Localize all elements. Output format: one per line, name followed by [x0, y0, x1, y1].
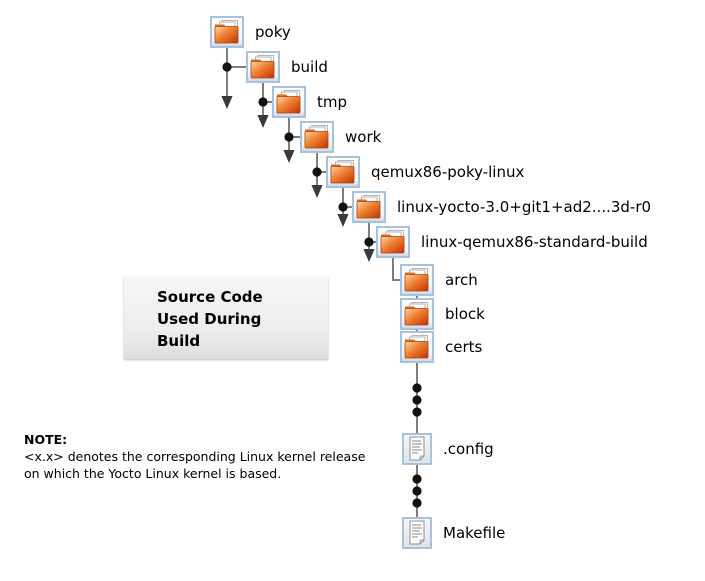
- callout-source-code: Source Code Used During Build: [124, 277, 328, 359]
- tree-node-label: work: [345, 128, 382, 146]
- branch-dot: [312, 167, 322, 177]
- tree-node-label: certs: [445, 338, 483, 356]
- note-body: <x.x> denotes the corresponding Linux ke…: [24, 449, 366, 481]
- down-arrow-icon: [363, 249, 375, 262]
- tree-node-label: linux-qemux86-standard-build: [421, 233, 648, 251]
- folder-icon: [326, 156, 360, 188]
- tree-node-certs: certs: [400, 331, 482, 363]
- folder-icon: [272, 86, 306, 118]
- branch-dot: [284, 132, 294, 142]
- tree-node-build: build: [246, 51, 328, 83]
- ellipsis-dot: [412, 498, 422, 508]
- tree-node-poky: poky: [210, 16, 291, 48]
- tree-node-label: Makefile: [443, 524, 506, 542]
- callout-line-1: Source Code: [157, 288, 263, 306]
- file-icon: [402, 517, 432, 549]
- ellipsis-dot: [412, 395, 422, 405]
- folder-icon: [400, 331, 434, 363]
- file-text-lines: [412, 440, 422, 454]
- tree-node-label: .config: [443, 440, 494, 458]
- tree-node-config: .config: [402, 433, 494, 465]
- folder-icon: [376, 226, 410, 258]
- tree-node-label: qemux86-poky-linux: [371, 163, 525, 181]
- folder-icon: [400, 298, 434, 330]
- tree-node-tmp: tmp: [272, 86, 347, 118]
- note-title: NOTE:: [24, 432, 68, 447]
- branch-dot: [258, 97, 268, 107]
- tree-node-label: tmp: [317, 93, 348, 111]
- down-arrow-icon: [311, 185, 323, 198]
- tree-node-label: build: [291, 58, 328, 76]
- tree-node-label: arch: [445, 271, 478, 289]
- file-text-lines: [412, 524, 422, 538]
- tree-node-linux-qemux86-standard-build: linux-qemux86-standard-build: [376, 226, 648, 258]
- ellipsis-dot: [412, 407, 422, 417]
- ellipsis-dot: [412, 486, 422, 496]
- branch-dot: [364, 237, 374, 247]
- connector-line: [392, 258, 400, 281]
- tree-node-work: work: [300, 121, 381, 153]
- folder-icon: [352, 191, 386, 223]
- note-block: NOTE: <x.x> denotes the corresponding Li…: [24, 431, 376, 482]
- tree-node-label: linux-yocto-3.0+git1+ad2....3d-r0: [397, 198, 652, 216]
- folder-icon: [246, 51, 280, 83]
- callout-line-3: Build: [157, 332, 201, 350]
- tree-node-label: poky: [255, 23, 291, 41]
- tree-node-makefile: Makefile: [402, 517, 505, 549]
- branch-dot: [338, 202, 348, 212]
- down-arrow-icon: [257, 115, 269, 128]
- branch-dot: [222, 62, 232, 72]
- tree-node-arch: arch: [400, 264, 478, 296]
- tree-node-label: block: [445, 305, 485, 323]
- ellipsis-dot: [412, 474, 422, 484]
- folder-icon: [400, 264, 434, 296]
- tree-node-block: block: [400, 298, 485, 330]
- tree-node-qemux86-poky-linux: qemux86-poky-linux: [326, 156, 524, 188]
- down-arrow-icon: [337, 214, 349, 227]
- ellipsis-dot: [412, 383, 422, 393]
- callout-line-2: Used During: [157, 310, 262, 328]
- folder-icon: [210, 16, 244, 48]
- down-arrow-icon: [283, 150, 295, 163]
- tree-node-linux-yocto-3-0-git1-ad2-3d-r0: linux-yocto-3.0+git1+ad2....3d-r0: [352, 191, 651, 223]
- down-arrow-icon: [221, 96, 233, 109]
- folder-icon: [300, 121, 334, 153]
- file-icon: [402, 433, 432, 465]
